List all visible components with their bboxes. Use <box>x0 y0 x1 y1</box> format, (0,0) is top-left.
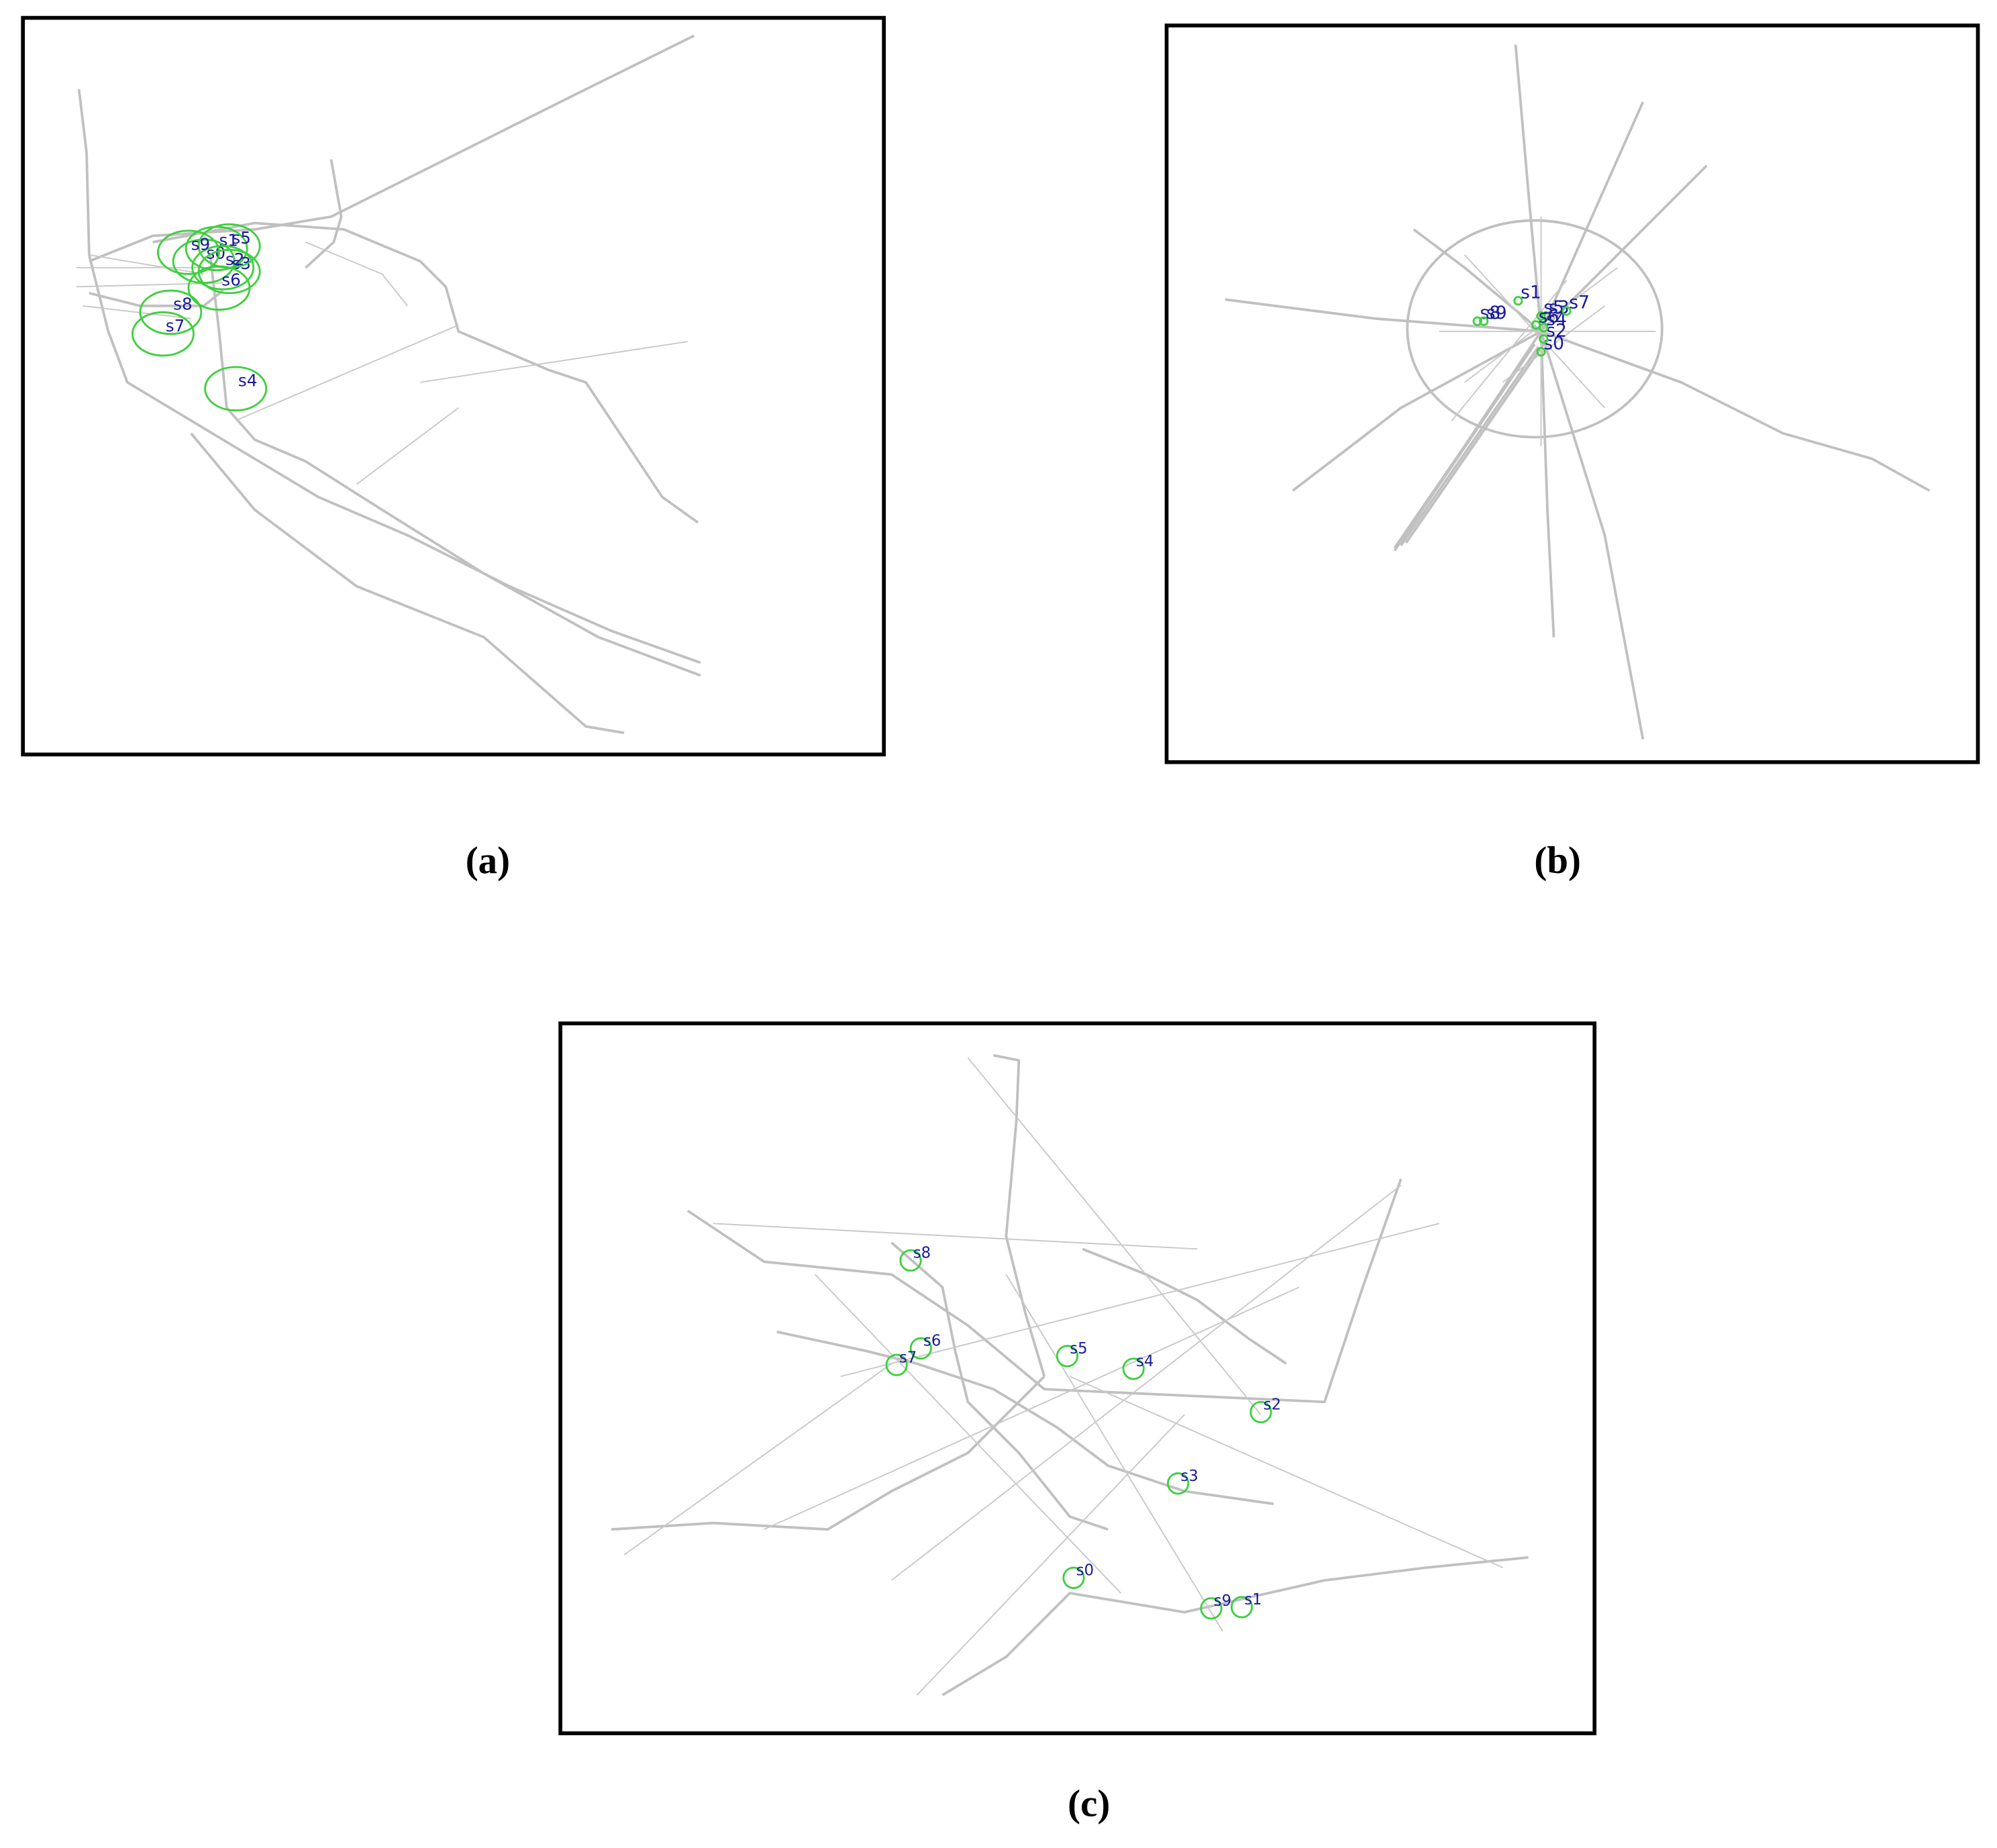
stay-label: s9 <box>1214 1592 1231 1610</box>
stay-points: s0 s1 s2 s3 s4 s5 s6 s7 s8 s9 <box>885 1245 1281 1620</box>
trajectories <box>611 1054 1529 1696</box>
stay-label: s5 <box>232 228 251 248</box>
stay-circle <box>1122 1357 1145 1380</box>
stay-label: s6 <box>923 1333 941 1350</box>
stay-circle <box>1230 1596 1253 1619</box>
stay-label: s3 <box>1180 1468 1198 1485</box>
stay-circle <box>1541 311 1551 321</box>
stay-label: s8 <box>913 1245 931 1262</box>
stay-label: s2 <box>1264 1396 1281 1414</box>
stay-circle <box>1536 311 1546 321</box>
stay-circle <box>1472 316 1482 326</box>
stay-label: s5 <box>1543 297 1564 318</box>
stay-label: s2 <box>1546 320 1567 341</box>
stay-circle <box>885 1353 908 1376</box>
stay-label: s1 <box>1521 282 1541 303</box>
panel-frame <box>1164 23 1980 764</box>
stay-circle <box>1062 1566 1085 1589</box>
caption: (b) <box>1534 839 1581 882</box>
stay-label: s7 <box>899 1349 917 1366</box>
stay-circle <box>1479 316 1489 326</box>
stay-label: s0 <box>1076 1562 1094 1580</box>
stay-label: s1 <box>1244 1591 1262 1608</box>
stay-label: s6 <box>221 270 241 289</box>
stay-circle <box>204 366 268 412</box>
stay-label: s8 <box>1480 303 1500 323</box>
trajectories <box>1225 44 1931 739</box>
stay-circle <box>1536 347 1546 357</box>
caption: (c) <box>1068 1782 1110 1825</box>
stay-circle <box>187 265 251 311</box>
stay-circle <box>191 245 255 291</box>
stay-circle <box>1561 306 1572 316</box>
stay-label: s6 <box>1539 307 1559 327</box>
stay-circle <box>1167 1472 1190 1495</box>
stay-circle <box>139 289 203 336</box>
stay-label: s4 <box>1136 1353 1154 1370</box>
caption: (a) <box>466 839 510 882</box>
stay-circle <box>1056 1345 1079 1368</box>
panel-c: (c) s0 s1 s2 s3 s4 s5 s6 s7 s8 s9 <box>558 1021 1597 1825</box>
stay-label: s8 <box>173 295 193 314</box>
stay-circle <box>1249 1400 1272 1424</box>
stay-circle <box>1200 1597 1223 1620</box>
panel-frame <box>558 1021 1597 1735</box>
stay-circle <box>131 311 195 357</box>
stay-label: s4 <box>238 370 258 390</box>
stay-label: s5 <box>1070 1340 1087 1357</box>
trajectories <box>76 34 701 734</box>
stay-label: s9 <box>1486 303 1507 323</box>
stay-circle <box>1513 296 1523 306</box>
stay-circle <box>909 1337 932 1360</box>
panel-frame <box>21 15 886 757</box>
stay-label: s7 <box>1569 293 1590 313</box>
stay-label: s9 <box>191 234 211 254</box>
stay-circle <box>899 1249 922 1272</box>
stay-circle <box>1539 334 1549 344</box>
stay-circle <box>1531 320 1541 330</box>
stay-circle <box>156 229 220 275</box>
